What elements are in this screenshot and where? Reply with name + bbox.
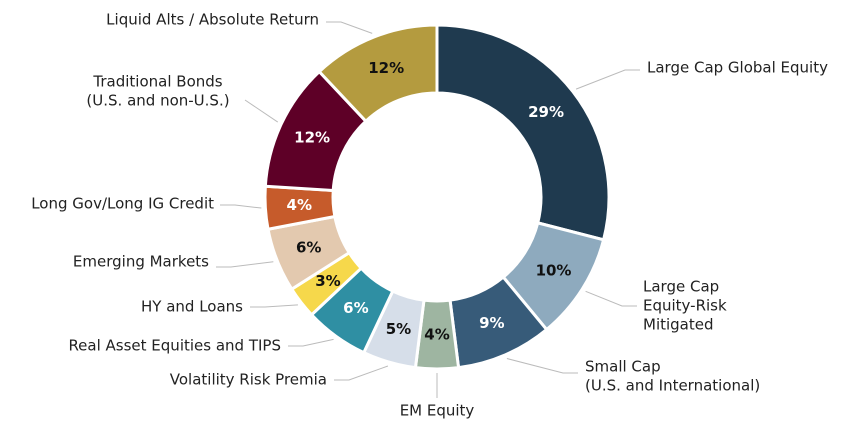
leader-line bbox=[288, 338, 334, 347]
value-label: 5% bbox=[386, 320, 411, 338]
leader-line bbox=[250, 304, 298, 308]
category-label: HY and Loans bbox=[141, 298, 243, 316]
value-label: 12% bbox=[294, 129, 330, 147]
value-label: 6% bbox=[343, 299, 368, 317]
slice bbox=[435, 23, 611, 242]
value-label: 4% bbox=[424, 326, 449, 344]
leader-line bbox=[244, 99, 279, 123]
category-label: Equity-Risk bbox=[643, 297, 727, 315]
leader-line bbox=[326, 21, 373, 34]
value-label: 6% bbox=[296, 238, 321, 256]
category-label: Long Gov/Long IG Credit bbox=[31, 195, 214, 213]
value-label: 3% bbox=[315, 272, 340, 290]
category-label: Volatility Risk Premia bbox=[170, 371, 327, 389]
value-label: 29% bbox=[528, 103, 564, 121]
category-label: Small Cap bbox=[585, 358, 661, 376]
leader-line bbox=[334, 365, 389, 381]
category-label: Traditional Bonds bbox=[92, 73, 222, 91]
category-label: Large Cap bbox=[643, 278, 719, 296]
category-label: Liquid Alts / Absolute Return bbox=[106, 11, 319, 29]
category-label: Emerging Markets bbox=[73, 253, 209, 271]
category-label: (U.S. and International) bbox=[585, 377, 760, 395]
category-label: Large Cap Global Equity bbox=[647, 59, 828, 77]
leader-line bbox=[575, 69, 640, 90]
leader-line bbox=[216, 261, 274, 268]
slice bbox=[317, 23, 439, 124]
leader-line bbox=[506, 358, 578, 374]
value-label: 4% bbox=[287, 196, 312, 214]
category-label: Real Asset Equities and TIPS bbox=[68, 337, 281, 355]
value-label: 10% bbox=[536, 261, 572, 279]
leader-line bbox=[220, 204, 262, 209]
value-label: 9% bbox=[479, 314, 504, 332]
leader-line bbox=[585, 290, 637, 307]
category-label: (U.S. and non-U.S.) bbox=[86, 92, 229, 110]
category-label: Mitigated bbox=[643, 316, 714, 334]
value-label: 12% bbox=[368, 59, 404, 77]
category-label: EM Equity bbox=[400, 402, 475, 420]
